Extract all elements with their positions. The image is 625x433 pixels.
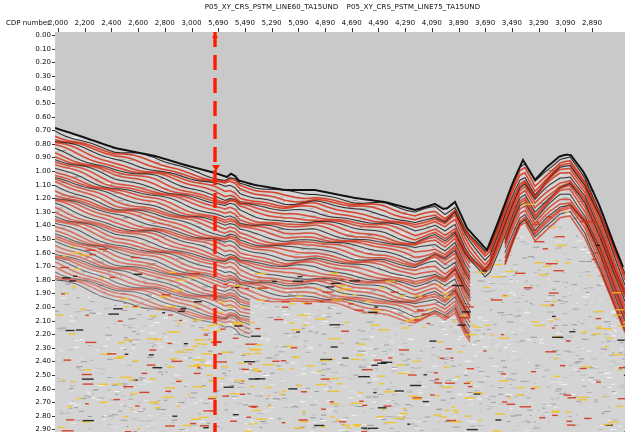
y-tick-label: 1.40	[35, 221, 51, 229]
x-tick-label: 2,200	[75, 19, 95, 27]
y-tick-label: 0.40	[35, 85, 51, 93]
y-tick-label: 0.90	[35, 153, 51, 161]
y-tick-label: 2.70	[35, 398, 51, 406]
y-axis: 0.00 0.10 0.20 0.30 0.40 0.50 0.60 0.70 0.80 0.90…	[0, 32, 55, 432]
y-tick-label: 0.70	[35, 126, 51, 134]
y-tick-label: 0.30	[35, 72, 51, 80]
x-tick-label: 3,290	[529, 19, 549, 27]
y-tick-label: 0.00	[35, 31, 51, 39]
y-tick-label: 1.90	[35, 289, 51, 297]
y-tick-label: 0.20	[35, 58, 51, 66]
x-tick-label: 3,690	[475, 19, 495, 27]
seismic-section[interactable]	[55, 32, 625, 432]
y-tick-label: 2.40	[35, 357, 51, 365]
x-tick-label: 2,400	[101, 19, 121, 27]
y-tick-label: 2.20	[35, 330, 51, 338]
x-tick-label: 4,890	[315, 19, 335, 27]
x-tick-label: 3,490	[502, 19, 522, 27]
y-tick-label: 1.20	[35, 194, 51, 202]
y-tick-label: 1.10	[35, 181, 51, 189]
y-tick-label: 2.80	[35, 412, 51, 420]
x-tick-label: 2,890	[582, 19, 602, 27]
x-tick-label: 2,000	[48, 19, 68, 27]
x-tick-label: 5,090	[288, 19, 308, 27]
y-tick-label: 2.30	[35, 344, 51, 352]
y-tick-label: 2.00	[35, 303, 51, 311]
seismic-image[interactable]	[55, 32, 625, 432]
x-tick-label: 2,800	[155, 19, 175, 27]
x-tick-label: 4,490	[368, 19, 388, 27]
title-line-75: P05_XY_CRS_PSTM_LINE75_TA15UND	[344, 3, 484, 11]
y-tick-label: 0.10	[35, 45, 51, 53]
x-tick-label: 4,090	[422, 19, 442, 27]
x-tick-label: 2,600	[128, 19, 148, 27]
y-tick-label: 1.80	[35, 276, 51, 284]
y-tick-label: 1.00	[35, 167, 51, 175]
x-tick-label: 3,000	[181, 19, 201, 27]
y-tick-label: 1.30	[35, 208, 51, 216]
y-tick-label: 1.50	[35, 235, 51, 243]
x-axis-label: CDP number	[6, 19, 50, 27]
splice-marker-arrow-icon	[212, 165, 220, 171]
section-title: P05_XY_CRS_PSTM_LINE60_TA15UND P05_XY_CR…	[60, 3, 625, 11]
x-tick-label: 4,290	[395, 19, 415, 27]
y-tick-label: 0.60	[35, 113, 51, 121]
y-tick-label: 2.10	[35, 317, 51, 325]
splice-marker-top-arrow-icon	[212, 33, 218, 38]
x-tick-label: 3,090	[555, 19, 575, 27]
x-tick-label: 5,690	[208, 19, 228, 27]
x-tick-label: 5,490	[235, 19, 255, 27]
y-tick-label: 1.70	[35, 262, 51, 270]
y-tick-label: 0.50	[35, 99, 51, 107]
title-line-60: P05_XY_CRS_PSTM_LINE60_TA15UND	[202, 3, 342, 11]
x-tick-label: 5,290	[262, 19, 282, 27]
x-tick-label: 3,890	[448, 19, 468, 27]
y-tick-label: 2.50	[35, 371, 51, 379]
y-tick-label: 2.60	[35, 385, 51, 393]
x-tick-label: 4,690	[342, 19, 362, 27]
y-tick-label: 0.80	[35, 140, 51, 148]
y-tick-label: 1.60	[35, 249, 51, 257]
